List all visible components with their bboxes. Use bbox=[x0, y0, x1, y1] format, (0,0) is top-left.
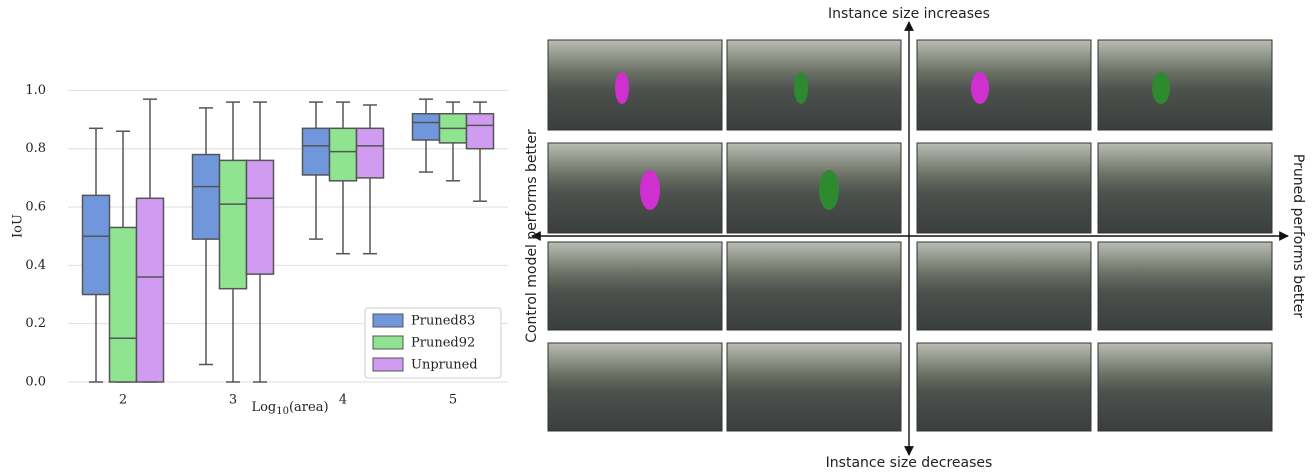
mask bbox=[1152, 72, 1170, 104]
box bbox=[330, 128, 357, 180]
image bbox=[1098, 143, 1272, 233]
y-tick-label: 0.4 bbox=[25, 258, 46, 273]
box bbox=[220, 160, 247, 288]
image bbox=[1098, 40, 1272, 130]
y-axis-label: IoU bbox=[11, 214, 26, 238]
image bbox=[917, 40, 1091, 130]
image bbox=[1098, 242, 1272, 330]
box bbox=[110, 227, 137, 382]
y-tick-label: 0.6 bbox=[25, 200, 46, 215]
image bbox=[548, 143, 722, 233]
y-tick-label: 0.0 bbox=[25, 375, 46, 390]
image bbox=[548, 343, 722, 431]
figure: IoU Log10(area) Instance size increases … bbox=[0, 0, 1315, 472]
box bbox=[193, 155, 220, 240]
box bbox=[357, 128, 384, 178]
legend-swatch bbox=[373, 358, 403, 371]
legend-label: Pruned83 bbox=[411, 314, 475, 329]
x-tick-label: 3 bbox=[229, 393, 237, 408]
image bbox=[727, 242, 901, 330]
image bbox=[548, 40, 722, 130]
x-label-base: Log bbox=[251, 400, 276, 415]
x-axis-label: Log10(area) bbox=[251, 400, 328, 417]
image bbox=[727, 343, 901, 431]
x-label-sub: 10 bbox=[276, 406, 289, 417]
box bbox=[247, 160, 274, 274]
y-tick-label: 0.2 bbox=[25, 316, 46, 331]
box bbox=[83, 195, 110, 294]
image bbox=[917, 343, 1091, 431]
image bbox=[727, 40, 901, 130]
annotation-bottom: Instance size decreases bbox=[826, 455, 993, 471]
mask bbox=[794, 72, 808, 104]
x-tick-label: 4 bbox=[339, 393, 347, 408]
mask bbox=[615, 72, 629, 104]
image bbox=[917, 143, 1091, 233]
legend-label: Pruned92 bbox=[411, 336, 475, 351]
mask bbox=[971, 72, 989, 104]
box bbox=[137, 198, 164, 382]
image bbox=[917, 242, 1091, 330]
image bbox=[1098, 343, 1272, 431]
legend-swatch bbox=[373, 314, 403, 327]
image bbox=[727, 143, 901, 233]
mask bbox=[640, 170, 660, 210]
box bbox=[303, 128, 330, 175]
x-tick-label: 2 bbox=[119, 393, 127, 408]
box bbox=[413, 114, 440, 140]
x-label-rest: (area) bbox=[289, 400, 329, 415]
legend-label: Unpruned bbox=[411, 358, 478, 373]
x-tick-label: 5 bbox=[449, 393, 457, 408]
mask bbox=[819, 170, 839, 210]
y-tick-label: 0.8 bbox=[25, 141, 46, 156]
y-tick-label: 1.0 bbox=[25, 83, 46, 98]
image bbox=[548, 242, 722, 330]
annotation-top: Instance size increases bbox=[828, 6, 990, 22]
legend-swatch bbox=[373, 336, 403, 349]
annotation-left: Control model performs better bbox=[524, 129, 540, 343]
box bbox=[467, 114, 494, 149]
annotation-right: Pruned performs better bbox=[1290, 154, 1306, 318]
